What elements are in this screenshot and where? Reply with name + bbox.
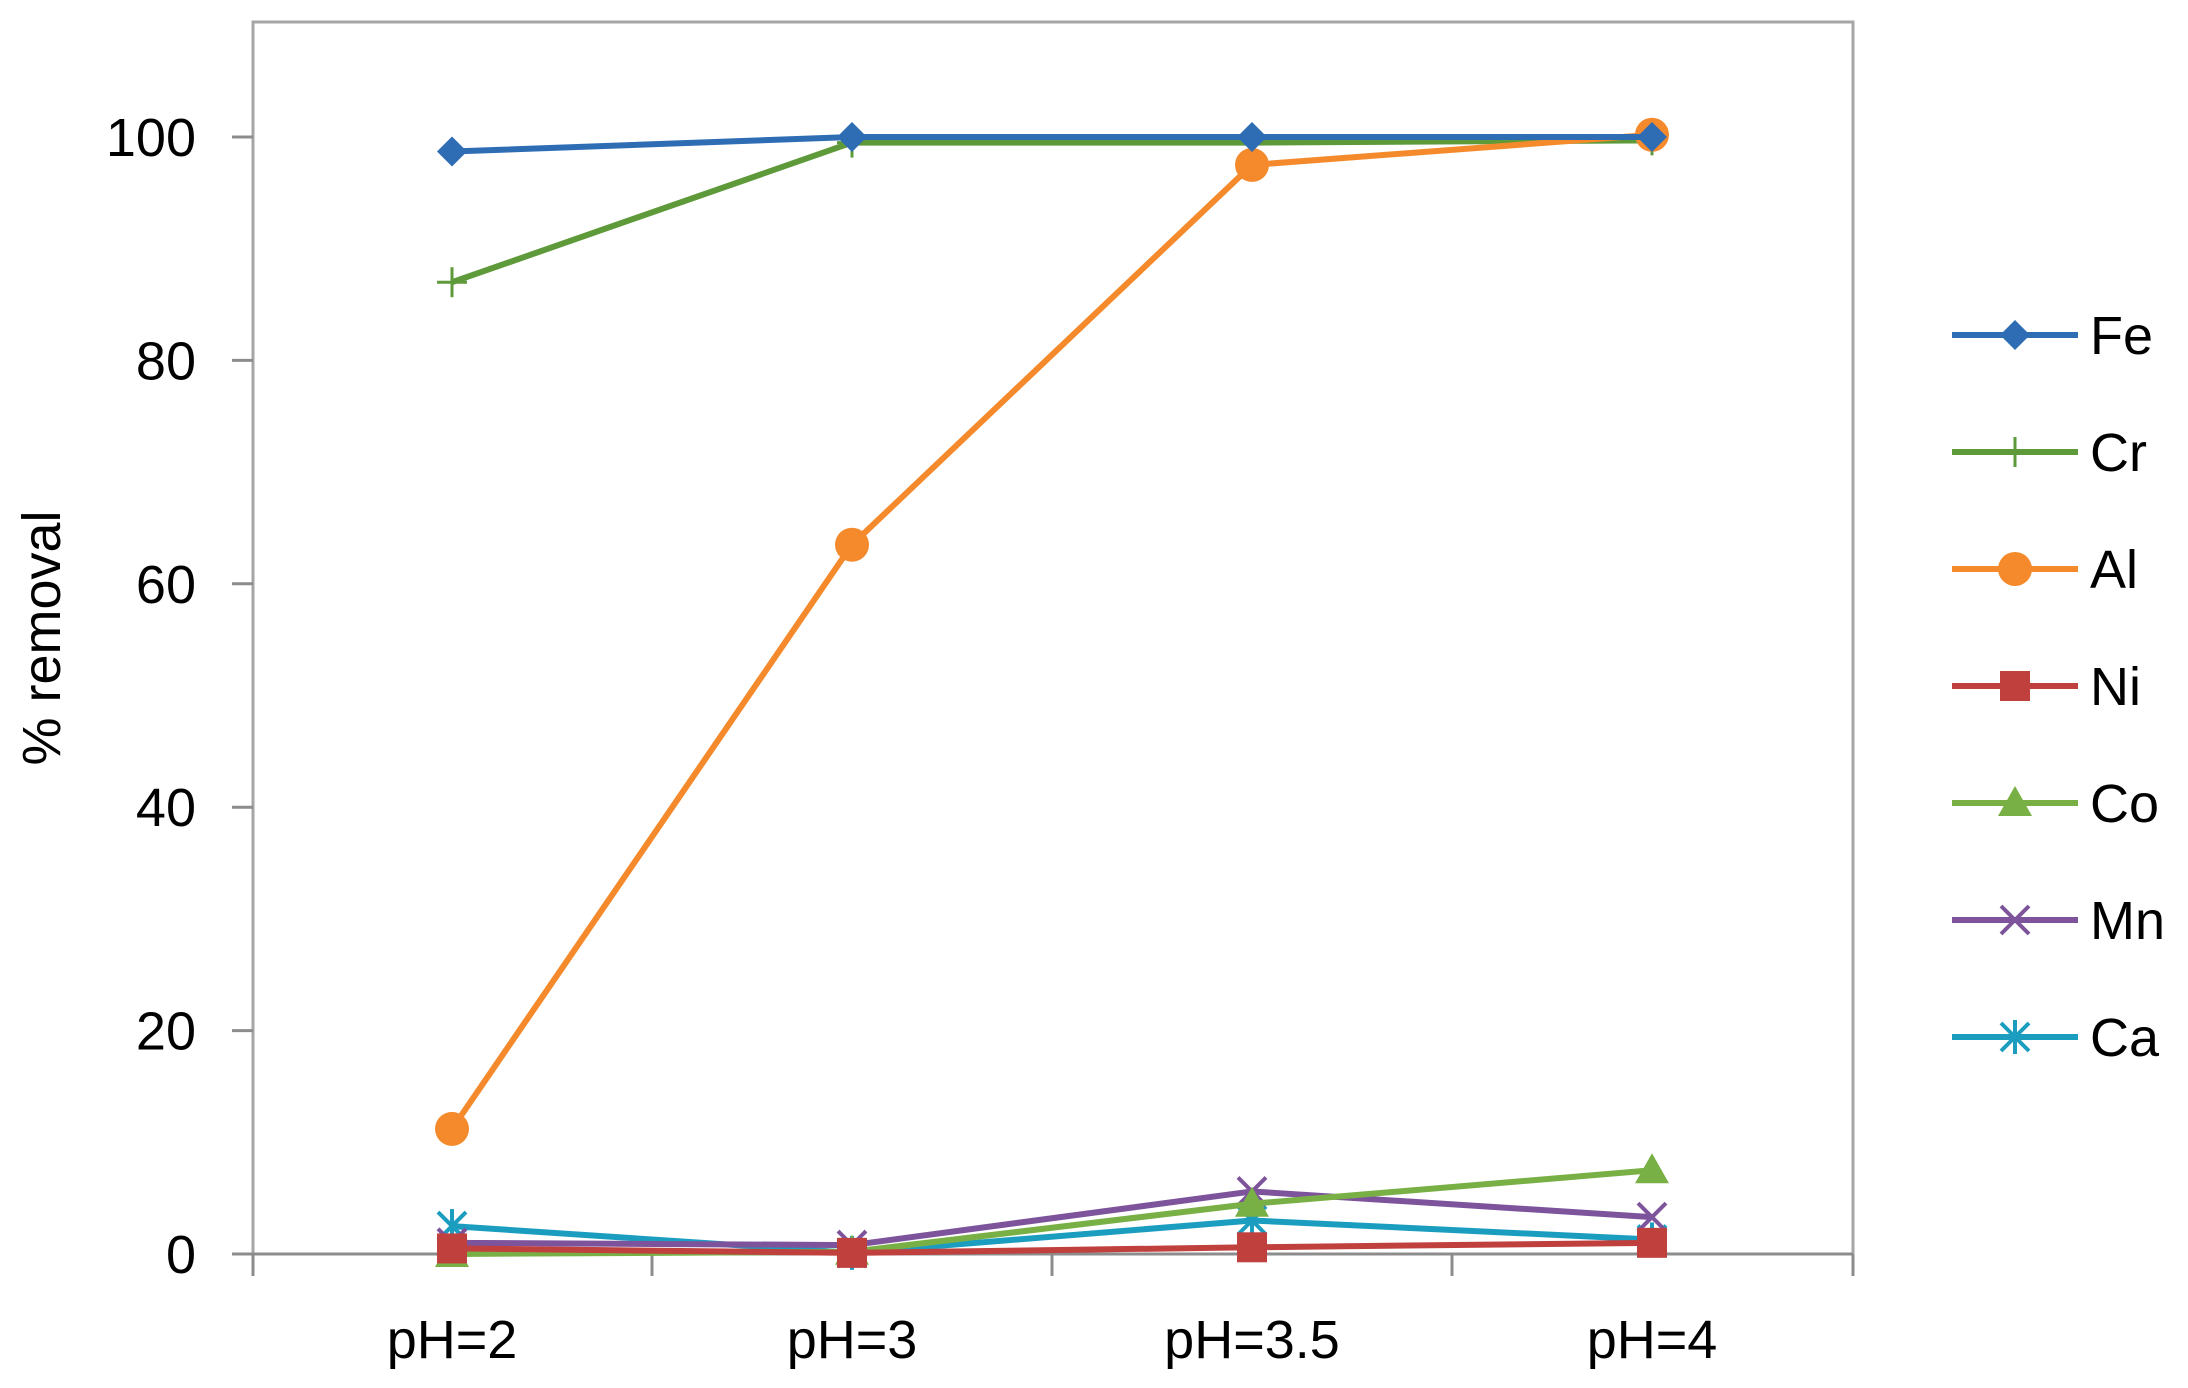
data-point-al: [1235, 147, 1269, 182]
series-al: [435, 117, 1669, 1146]
y-axis-title: % removal: [12, 510, 72, 765]
data-point-al: [835, 527, 869, 562]
y-tick-label: 60: [136, 555, 196, 615]
y-tick-label: 40: [136, 778, 196, 838]
legend-item-mn: Mn: [1952, 891, 2165, 951]
x-tick-label: pH=2: [387, 1310, 518, 1370]
legend-item-cr: Cr: [1952, 423, 2147, 483]
data-point-ni: [1637, 1227, 1667, 1258]
legend-label-ca: Ca: [2090, 1008, 2160, 1068]
data-point-ni: [1237, 1232, 1267, 1263]
legend-label-fe: Fe: [2090, 306, 2153, 366]
legend-item-al: Al: [1952, 540, 2138, 600]
series-line-ni: [451, 1239, 1653, 1256]
series-cr: [437, 125, 1667, 298]
data-point-ni: [437, 1233, 467, 1264]
legend-marker-mn: [1999, 904, 2031, 936]
legend-marker-cr: [2000, 437, 2030, 467]
legend-marker-al: [1998, 552, 2032, 586]
y-tick-label: 0: [166, 1225, 196, 1285]
y-tick-label: 100: [106, 108, 196, 168]
legend-item-co: Co: [1952, 774, 2159, 834]
y-tick-label: 20: [136, 1002, 196, 1062]
data-point-fe: [1637, 122, 1667, 152]
legend-label-al: Al: [2090, 540, 2138, 600]
data-point-co: [1235, 1186, 1269, 1217]
legend-marker-ni: [2000, 671, 2030, 701]
data-point-cr: [437, 267, 467, 298]
legend-item-fe: Fe: [1952, 306, 2153, 366]
x-tick-label: pH=3: [787, 1310, 918, 1370]
series-ni: [437, 1227, 1667, 1268]
x-tick-label: pH=3.5: [1164, 1310, 1340, 1370]
data-point-fe: [437, 136, 467, 167]
legend-label-mn: Mn: [2090, 891, 2165, 951]
legend-label-co: Co: [2090, 774, 2159, 834]
x-axis-ticks: pH=2 pH=3 pH=3.5 pH=4: [251, 1254, 1855, 1370]
series-layer: [435, 117, 1669, 1270]
series-line-mn: [451, 1188, 1653, 1249]
data-point-mn: [1636, 1201, 1668, 1233]
data-point-al: [435, 1111, 469, 1146]
legend: Fe Cr Al Ni Co Mn Ca: [1952, 306, 2165, 1068]
data-point-fe: [1237, 122, 1267, 152]
data-point-fe: [837, 122, 867, 152]
legend-marker-co: [1998, 786, 2032, 816]
series-line-al: [449, 131, 1653, 1131]
series-fe: [437, 122, 1667, 167]
legend-label-ni: Ni: [2090, 657, 2141, 717]
legend-item-ca: Ca: [1952, 1008, 2160, 1068]
legend-marker-fe: [2000, 320, 2030, 350]
x-tick-label: pH=4: [1587, 1310, 1718, 1370]
data-point-ni: [837, 1237, 867, 1268]
data-point-co: [1635, 1153, 1669, 1184]
legend-item-ni: Ni: [1952, 657, 2141, 717]
series-line-fe: [451, 134, 1652, 155]
series-line-ca: [451, 1217, 1653, 1256]
y-tick-label: 80: [136, 331, 196, 391]
legend-marker-ca: [1999, 1020, 2031, 1054]
legend-label-cr: Cr: [2090, 423, 2147, 483]
series-line-cr: [451, 137, 1653, 286]
y-axis-ticks: 0 20 40 60 80 100: [106, 108, 253, 1285]
